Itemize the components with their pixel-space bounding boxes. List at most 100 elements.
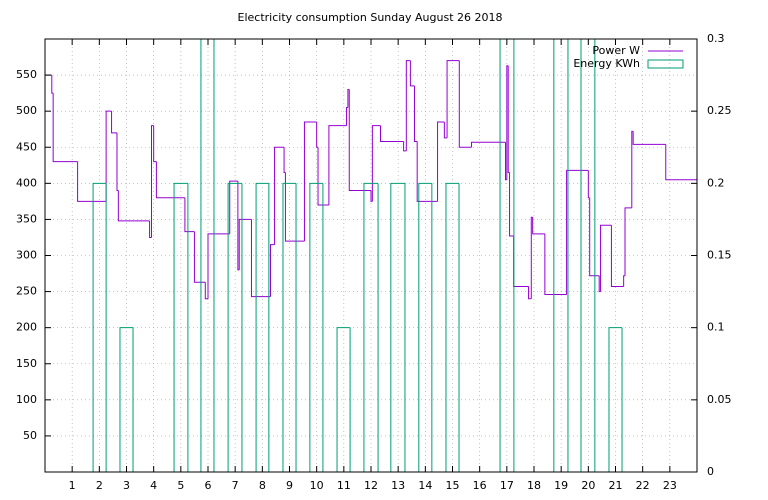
step-segment — [92, 182, 107, 472]
x-tick-label: 7 — [232, 479, 239, 492]
step-segment — [632, 131, 666, 145]
step-segment — [316, 121, 319, 148]
x-tick-label: 10 — [310, 479, 324, 492]
step-segment — [610, 225, 624, 288]
step-segment — [250, 219, 271, 298]
y-tick-label: 50 — [23, 429, 37, 442]
y-tick-label: 150 — [16, 357, 37, 370]
step-segment — [111, 111, 117, 134]
step-segment — [600, 224, 612, 292]
step-segment — [380, 125, 404, 142]
step-segment — [284, 172, 305, 242]
y2-tick-label: 0.1 — [707, 321, 725, 334]
step-segment — [437, 121, 445, 202]
step-segment — [255, 182, 269, 472]
step-segment — [580, 38, 595, 472]
y-tick-label: 400 — [16, 176, 37, 189]
step-segment — [371, 125, 381, 202]
step-segment — [413, 85, 418, 142]
step-segment — [116, 132, 119, 192]
x-tick-label: 15 — [446, 479, 460, 492]
step-segment — [229, 180, 238, 234]
x-tick-label: 8 — [259, 479, 266, 492]
step-segment — [283, 147, 286, 174]
step-segment — [513, 236, 529, 288]
x-tick-label: 17 — [500, 479, 514, 492]
y-tick-label: 300 — [16, 249, 37, 262]
step-segment — [587, 170, 590, 199]
x-tick-label: 22 — [636, 479, 650, 492]
y2-tick-label: 0.3 — [707, 32, 725, 45]
x-tick-label: 9 — [286, 479, 293, 492]
step-segment — [317, 147, 329, 206]
step-segment — [52, 93, 78, 163]
step-segment — [77, 161, 107, 202]
step-segment — [418, 182, 432, 472]
step-segment — [544, 233, 547, 295]
step-segment — [193, 231, 206, 283]
step-segment — [282, 182, 297, 472]
step-segment — [623, 275, 626, 287]
step-segment — [268, 183, 283, 473]
step-segment — [150, 125, 154, 238]
step-segment — [155, 161, 185, 199]
step-segment — [390, 182, 405, 472]
step-segment — [346, 107, 348, 126]
step-segment — [404, 183, 419, 473]
x-tick-label: 13 — [391, 479, 405, 492]
y-tick-label: 450 — [16, 140, 37, 153]
step-segment — [409, 60, 415, 87]
y2-tick-label: 0 — [707, 465, 714, 478]
legend-label: Energy KWh — [573, 57, 640, 70]
x-tick-label: 5 — [177, 479, 184, 492]
x-tick-label: 6 — [205, 479, 212, 492]
step-segment — [624, 207, 632, 276]
x-tick-label: 14 — [418, 479, 432, 492]
y-tick-label: 500 — [16, 104, 37, 117]
step-segment — [446, 60, 460, 138]
step-segment — [377, 183, 391, 473]
chart-title: Electricity consumption Sunday August 26… — [238, 11, 503, 24]
step-segment — [416, 141, 438, 202]
step-segment — [117, 190, 150, 222]
x-tick-label: 4 — [150, 479, 157, 492]
y-tick-label: 350 — [16, 212, 37, 225]
axes: 50 100 150 200 250 300 350 400 450 500 550 0 0.05 0.1… — [16, 32, 732, 492]
x-tick-label: 11 — [337, 479, 351, 492]
step-segment — [348, 89, 371, 192]
step-segment — [507, 65, 510, 174]
x-tick-label: 2 — [96, 479, 103, 492]
step-segment — [204, 282, 208, 300]
step-segment — [509, 172, 514, 237]
step-segment — [328, 125, 347, 205]
step-segment — [309, 182, 323, 472]
step-segment — [207, 233, 230, 299]
step-segment — [405, 60, 411, 151]
x-tick-label: 20 — [581, 479, 595, 492]
step-segment — [149, 220, 152, 238]
step-segment — [665, 144, 697, 181]
step-segment — [303, 121, 317, 242]
step-segment — [274, 146, 285, 245]
x-tick-label: 1 — [69, 479, 76, 492]
step-segment — [458, 60, 472, 148]
step-segment — [153, 125, 157, 163]
step-segment — [269, 244, 275, 297]
step-segment — [227, 182, 242, 472]
step-segment — [528, 286, 532, 300]
x-tick-label: 18 — [527, 479, 541, 492]
y2-tick-label: 0.15 — [707, 249, 732, 262]
step-segment — [184, 197, 195, 233]
y2-tick-label: 0.25 — [707, 104, 732, 117]
y2-tick-label: 0.05 — [707, 393, 732, 406]
step-segment — [608, 327, 623, 472]
step-segment — [119, 327, 134, 472]
step-segment — [51, 75, 54, 94]
step-segment — [532, 217, 545, 235]
step-segment — [566, 169, 589, 295]
legend-label: Power W — [592, 44, 640, 57]
step-segment — [589, 197, 600, 277]
step-segment — [336, 327, 351, 472]
